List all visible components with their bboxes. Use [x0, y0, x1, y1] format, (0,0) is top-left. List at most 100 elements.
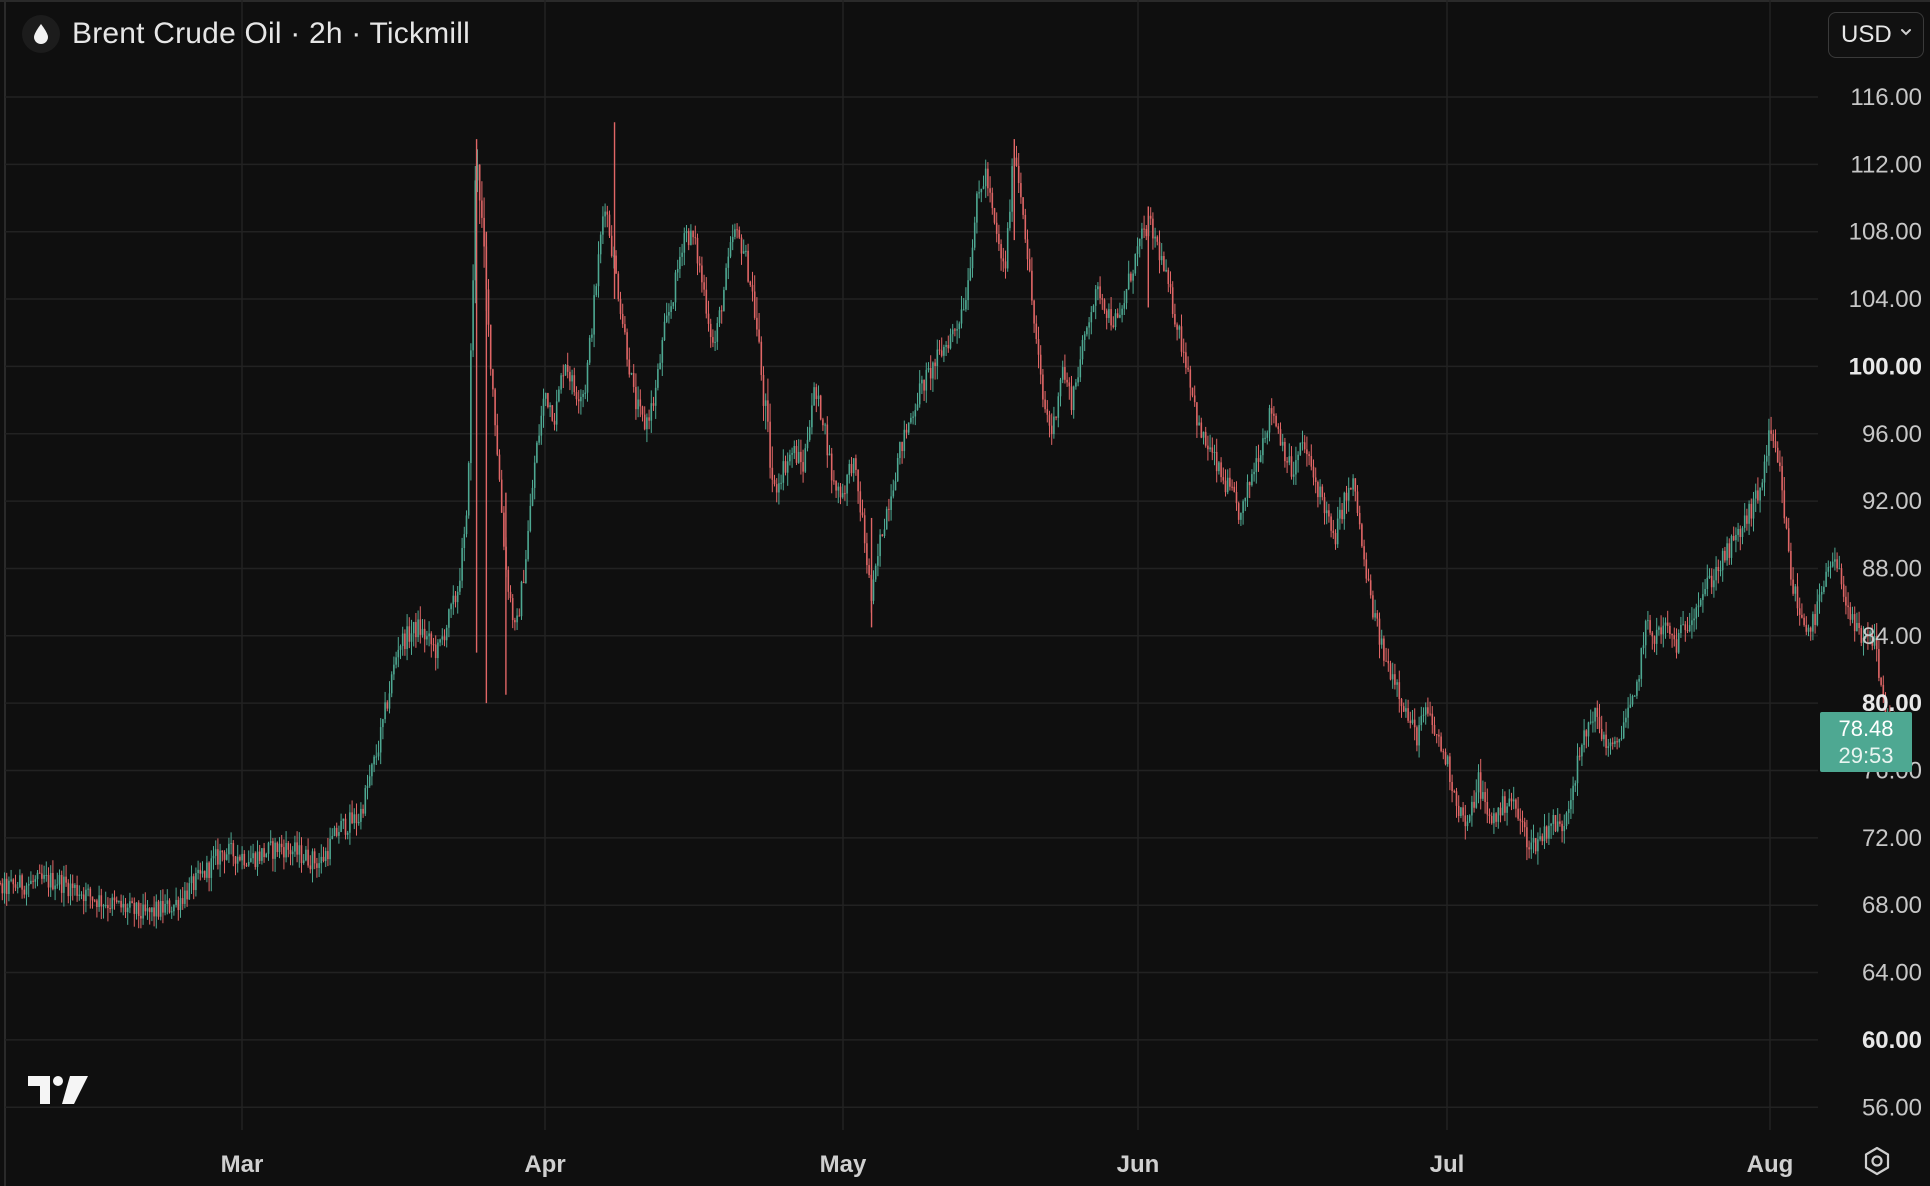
candle	[731, 224, 734, 251]
candle	[1284, 437, 1286, 468]
candle	[980, 188, 983, 203]
candle	[164, 894, 166, 916]
y-tick-label: 72.00	[1862, 825, 1922, 852]
candle	[824, 422, 826, 435]
candle	[1213, 444, 1216, 466]
candle	[144, 892, 147, 916]
y-tick-label: 88.00	[1862, 555, 1922, 582]
candle	[1653, 635, 1656, 653]
candle	[322, 846, 325, 863]
candle	[1119, 302, 1121, 319]
candle	[859, 481, 862, 522]
candle	[1339, 497, 1341, 530]
candle	[1783, 477, 1786, 524]
candle	[1398, 670, 1401, 713]
candle	[437, 639, 439, 669]
gear-icon[interactable]	[1862, 1146, 1892, 1176]
candle	[1748, 500, 1750, 535]
candle	[1651, 630, 1654, 650]
candle	[1510, 792, 1513, 811]
candle	[1334, 529, 1337, 550]
candle	[1746, 508, 1748, 531]
candle	[1605, 721, 1607, 756]
candle	[1677, 629, 1680, 655]
candle	[1145, 225, 1148, 241]
candle	[474, 166, 477, 304]
candle	[214, 840, 217, 866]
candle	[863, 508, 866, 553]
candle	[1446, 754, 1449, 767]
candle	[978, 180, 980, 199]
candle	[1229, 468, 1231, 491]
candle	[503, 506, 505, 551]
candle	[604, 203, 606, 228]
y-tick-label: 64.00	[1862, 960, 1922, 987]
candle	[1253, 462, 1255, 482]
candle	[481, 181, 483, 228]
currency-selector[interactable]: USD	[1828, 12, 1924, 58]
candle	[254, 851, 257, 870]
candle	[1440, 732, 1442, 753]
candle	[1853, 606, 1856, 642]
candle	[1776, 441, 1779, 463]
candle	[927, 362, 930, 373]
candle	[23, 885, 26, 899]
candle	[1671, 633, 1673, 648]
candle	[1477, 764, 1480, 804]
candle	[135, 902, 138, 920]
candle	[912, 411, 914, 425]
candle	[1435, 734, 1438, 744]
candle	[830, 447, 833, 494]
candle	[1389, 660, 1392, 681]
candle	[822, 417, 824, 431]
candle	[1037, 326, 1040, 369]
candle	[265, 852, 268, 858]
candle	[16, 881, 19, 894]
candle	[1343, 491, 1346, 530]
candle	[654, 379, 657, 419]
candle	[1061, 360, 1064, 384]
candle	[723, 286, 725, 312]
candle	[632, 364, 635, 393]
candle	[195, 867, 197, 897]
candle	[1268, 404, 1271, 442]
candle	[173, 904, 175, 916]
candle	[410, 619, 413, 655]
candle	[1380, 629, 1383, 649]
candle	[714, 330, 716, 352]
candle	[408, 617, 411, 649]
candle	[1565, 811, 1568, 830]
candle	[1655, 617, 1658, 655]
candle	[1108, 303, 1110, 323]
y-axis[interactable]: 116.00 112.00 108.00 104.00 100.00 96.00 92.00…	[1849, 84, 1922, 1121]
candle	[243, 850, 246, 869]
candle	[45, 861, 48, 882]
candle	[705, 277, 708, 319]
candle	[104, 891, 107, 909]
x-axis[interactable]: Mar Apr May Jun Jul Aug	[221, 1151, 1794, 1178]
candle	[1589, 709, 1592, 725]
candle	[1499, 802, 1502, 823]
candle	[1149, 207, 1152, 226]
y-tick-label: 56.00	[1862, 1094, 1922, 1121]
candle	[804, 443, 807, 473]
candle	[626, 328, 628, 367]
candle	[1702, 582, 1704, 613]
candle	[1409, 711, 1412, 729]
candle	[615, 250, 617, 274]
candle	[307, 838, 309, 868]
y-tick-label: 116.00	[1850, 84, 1922, 111]
candle	[1438, 729, 1440, 747]
candle	[573, 367, 576, 396]
candle	[1372, 590, 1374, 620]
candle	[1303, 435, 1306, 454]
candle	[1816, 589, 1819, 627]
candle	[133, 897, 136, 927]
candle	[1413, 708, 1416, 741]
candle	[1829, 561, 1832, 579]
candle	[441, 628, 444, 646]
candle	[954, 327, 956, 337]
candle	[1011, 158, 1013, 222]
tradingview-logo-icon[interactable]	[28, 1072, 92, 1108]
